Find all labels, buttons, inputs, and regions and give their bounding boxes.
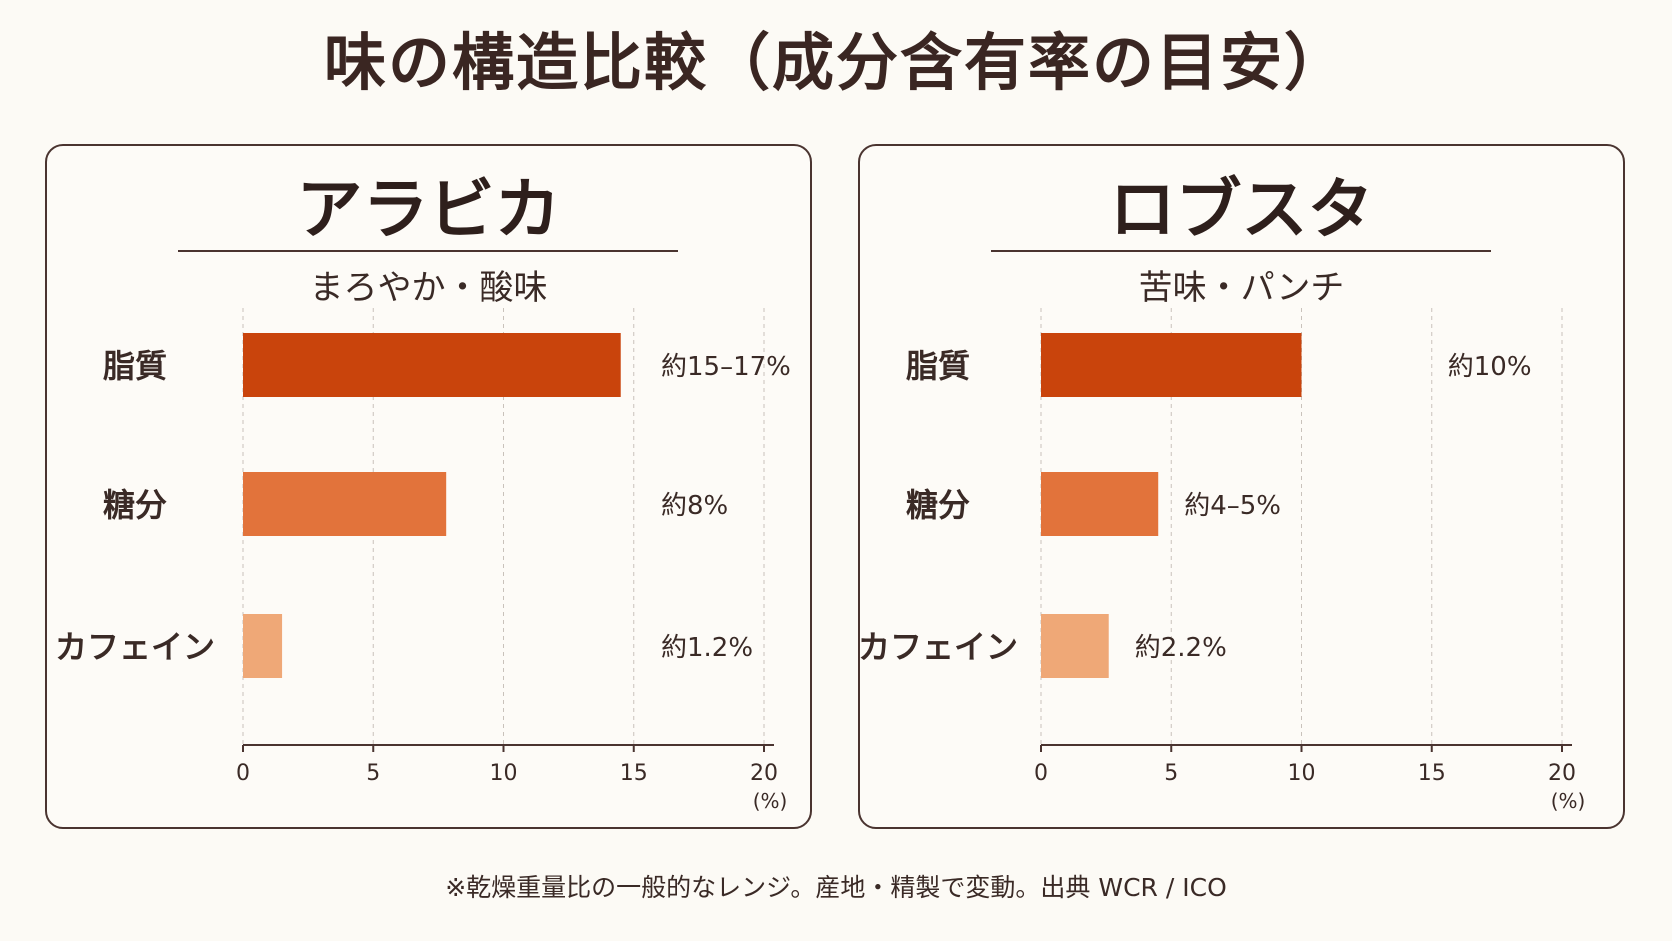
footnote: ※乾燥重量比の一般的なレンジ。産地・精製で変動。出典 WCR / ICO xyxy=(445,873,1227,902)
value-label: 約4–5% xyxy=(1184,491,1281,521)
x-tick-label: 10 xyxy=(1288,761,1316,786)
x-tick-label: 0 xyxy=(236,761,250,786)
bar-fat xyxy=(1041,333,1302,397)
category-label: カフェイン xyxy=(860,628,1018,666)
x-tick-label: 20 xyxy=(750,761,778,786)
value-label: 約2.2% xyxy=(1135,633,1227,663)
x-tick-label: 0 xyxy=(1034,761,1048,786)
arabica-title-divider xyxy=(178,250,678,252)
x-tick-label: 15 xyxy=(1418,761,1446,786)
bar-caffeine xyxy=(1041,614,1109,678)
page-title: 味の構造比較（成分含有率の目安） xyxy=(323,26,1348,99)
category-label: 脂質 xyxy=(906,347,970,385)
x-tick-label: 15 xyxy=(620,761,648,786)
bar-sugar xyxy=(243,472,447,536)
robusta-chart: 脂質 約10% 糖分 約4–5% カフェイン 約2.2% 0 5 10 15 20 (%) xyxy=(860,308,1586,813)
value-label: 約8% xyxy=(661,491,728,521)
x-unit-label: (%) xyxy=(1551,789,1586,813)
robusta-title-divider xyxy=(991,250,1491,252)
arabica-title: アラビカ xyxy=(296,171,561,248)
value-label: 約1.2% xyxy=(661,633,753,663)
bar-fat xyxy=(243,333,621,397)
category-label: カフェイン xyxy=(55,628,215,666)
category-label: 糖分 xyxy=(103,486,167,524)
bar-sugar xyxy=(1041,472,1159,536)
category-label: 糖分 xyxy=(906,486,970,524)
robusta-panel: ロブスタ 苦味・パンチ 脂質 約10% 糖分 約4–5% カフェイン 約2.2% 0 5 10 1… xyxy=(858,144,1625,829)
robusta-title: ロブスタ xyxy=(1109,171,1374,248)
robusta-subtitle: 苦味・パンチ xyxy=(1138,268,1345,308)
category-label: 脂質 xyxy=(103,347,167,385)
arabica-chart: 脂質 約15–17% 糖分 約8% カフェイン 約1.2% 0 5 10 15 20 (%) xyxy=(55,308,791,813)
bar-caffeine xyxy=(243,614,283,678)
x-tick-label: 20 xyxy=(1548,761,1576,786)
arabica-subtitle: まろやか・酸味 xyxy=(309,268,548,308)
x-tick-label: 5 xyxy=(366,761,380,786)
value-label: 約15–17% xyxy=(661,352,791,382)
x-tick-label: 5 xyxy=(1164,761,1178,786)
arabica-panel: アラビカ まろやか・酸味 脂質 約15–17% 糖分 約8% カフェイン 約1.2% 0 5 1… xyxy=(45,144,812,829)
value-label: 約10% xyxy=(1448,352,1532,382)
x-unit-label: (%) xyxy=(753,789,788,813)
x-tick-label: 10 xyxy=(490,761,518,786)
